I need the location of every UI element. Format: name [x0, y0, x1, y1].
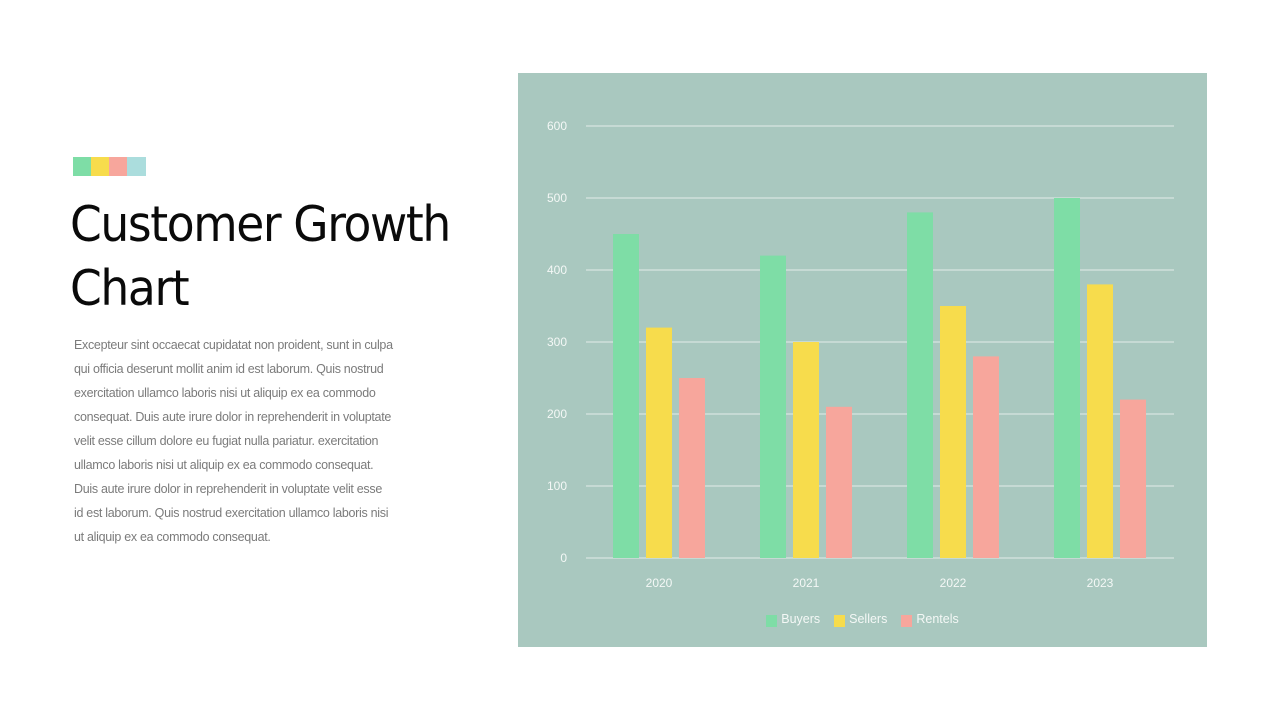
- paragraph-line: Excepteur sint occaecat cupidatat non pr…: [74, 338, 393, 352]
- legend-item-buyers: Buyers: [766, 611, 820, 627]
- paragraph-line: consequat. Duis aute irure dolor in repr…: [74, 410, 392, 424]
- y-axis-tick-label: 0: [560, 551, 567, 565]
- bar-sellers-2020: [646, 327, 672, 558]
- swatch-yellow: [91, 157, 109, 176]
- bar-rentels-2020: [679, 378, 705, 558]
- paragraph-line: exercitation ullamco laboris nisi ut ali…: [74, 386, 376, 400]
- bar-buyers-2020: [613, 234, 639, 558]
- bar-buyers-2021: [760, 255, 786, 558]
- y-axis-tick-label: 400: [547, 263, 567, 277]
- description-paragraph: Excepteur sint occaecat cupidatat non pr…: [74, 333, 444, 549]
- paragraph-line: id est laborum. Quis nostrud exercitatio…: [74, 506, 389, 520]
- legend-swatch-icon: [834, 615, 846, 627]
- color-swatch-strip: [73, 157, 146, 176]
- paragraph-line: velit esse cillum dolore eu fugiat nulla…: [74, 434, 379, 448]
- page-title: Customer Growth Chart: [70, 193, 470, 321]
- x-axis-tick-label: 2020: [646, 576, 673, 590]
- swatch-teal: [127, 157, 146, 176]
- bar-sellers-2023: [1087, 284, 1113, 558]
- bar-buyers-2023: [1054, 198, 1080, 558]
- legend-swatch-icon: [901, 615, 913, 627]
- bar-rentels-2021: [826, 406, 852, 558]
- y-axis-tick-label: 200: [547, 407, 567, 421]
- swatch-pink: [109, 157, 127, 176]
- bar-rentels-2023: [1120, 399, 1146, 558]
- bar-buyers-2022: [907, 212, 933, 558]
- paragraph-line: Duis aute irure dolor in reprehenderit i…: [74, 482, 382, 496]
- legend-label: Buyers: [781, 612, 821, 626]
- chart-legend: Buyers Sellers Rentels: [518, 611, 1207, 627]
- x-axis-tick-label: 2023: [1087, 576, 1114, 590]
- paragraph-line: ut aliquip ex ea commodo consequat.: [74, 530, 271, 544]
- bar-chart-panel: 0 100 200 300 400 500 600 2020 2021 2022 2023 Buye…: [518, 73, 1207, 647]
- legend-swatch-icon: [766, 615, 778, 627]
- paragraph-line: qui officia deserunt mollit anim id est …: [74, 362, 384, 376]
- bar-rentels-2022: [973, 356, 999, 558]
- title-line-1: Customer Growth: [70, 196, 451, 253]
- paragraph-line: ullamco laboris nisi ut aliquip ex ea co…: [74, 458, 374, 472]
- bar-chart: 0 100 200 300 400 500 600 2020 2021 2022 2023: [547, 119, 1174, 590]
- y-axis-tick-label: 600: [547, 119, 567, 133]
- y-axis-tick-label: 100: [547, 479, 567, 493]
- legend-item-rentels: Rentels: [901, 611, 959, 627]
- bar-sellers-2021: [793, 342, 819, 558]
- legend-label: Sellers: [849, 612, 888, 626]
- swatch-green: [73, 157, 91, 176]
- y-axis-tick-label: 500: [547, 191, 567, 205]
- legend-item-sellers: Sellers: [834, 611, 887, 627]
- legend-label: Rentels: [916, 612, 959, 626]
- title-line-2: Chart: [70, 260, 190, 317]
- bar-sellers-2022: [940, 306, 966, 558]
- y-axis-tick-label: 300: [547, 335, 567, 349]
- x-axis-tick-label: 2021: [793, 576, 820, 590]
- x-axis-tick-label: 2022: [940, 576, 967, 590]
